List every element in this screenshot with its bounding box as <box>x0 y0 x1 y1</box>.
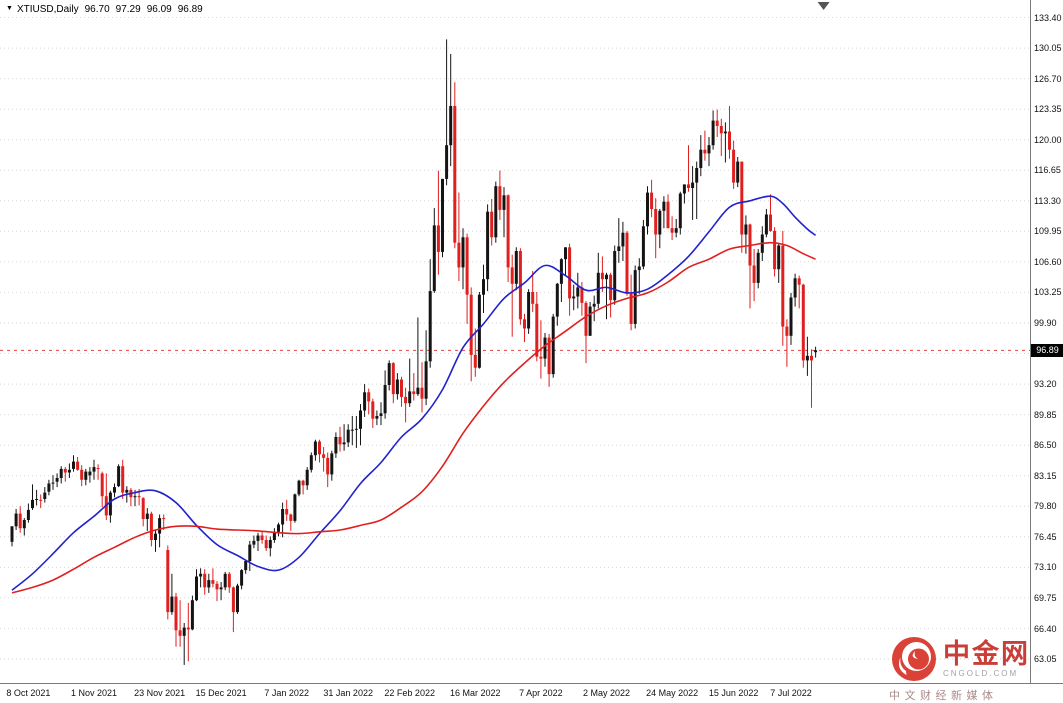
time-tick-label: 1 Nov 2021 <box>70 688 118 698</box>
price-tick-label: 109.95 <box>1034 226 1062 237</box>
price-tick-label: 133.40 <box>1034 12 1062 23</box>
time-tick-label: 7 Jul 2022 <box>770 688 812 698</box>
quote-low: 96.09 <box>146 4 172 15</box>
time-tick-label: 22 Feb 2022 <box>384 688 435 698</box>
price-tick-label: 79.80 <box>1034 501 1057 512</box>
price-tick-label: 120.00 <box>1034 134 1062 145</box>
ma-fast-blue <box>11 195 817 591</box>
chart-shift-icon <box>817 2 830 10</box>
symbol-timeframe-label: XTIUSD,Daily <box>16 4 79 15</box>
symbol-dropdown-icon[interactable]: ▼ <box>6 5 13 12</box>
time-tick-label: 23 Nov 2021 <box>134 688 186 698</box>
chart-quote-header: ▼ XTIUSD,Daily 96.70 97.29 96.09 96.89 <box>6 4 203 15</box>
price-tick-label: 130.05 <box>1034 43 1062 54</box>
chart-plot-area[interactable]: ▼ XTIUSD,Daily 96.70 97.29 96.09 96.89 <box>0 0 1030 683</box>
price-tick-label: 89.85 <box>1034 409 1057 420</box>
time-tick-label: 2 May 2022 <box>582 688 631 698</box>
price-tick-label: 99.90 <box>1034 318 1057 328</box>
candlestick-chart-canvas[interactable] <box>0 0 1030 683</box>
price-tick-label: 126.70 <box>1034 73 1062 84</box>
time-axis[interactable]: 8 Oct 2021 1 Nov 2021 23 Nov 2021 15 Dec 20… <box>0 683 1063 703</box>
price-tick-label: 66.40 <box>1034 623 1057 634</box>
price-axis[interactable]: 133.40 130.05 126.70 123.35 120.00 116.65 113.… <box>1030 0 1063 683</box>
price-tick-label: 123.35 <box>1034 104 1062 115</box>
time-tick-label: 15 Jun 2022 <box>708 688 759 698</box>
price-tick-label: 103.25 <box>1034 287 1062 298</box>
time-tick-label: 16 Mar 2022 <box>450 688 501 698</box>
price-tick-label: 93.20 <box>1034 379 1057 390</box>
time-tick-label: 31 Jan 2022 <box>323 688 373 698</box>
price-tick-label: 116.65 <box>1034 165 1061 176</box>
current-price-badge: 96.89 <box>1031 343 1063 357</box>
quote-high: 97.29 <box>115 4 141 15</box>
ma-slow-red <box>11 241 816 594</box>
price-tick-label: 83.15 <box>1034 470 1057 481</box>
price-tick-label: 69.75 <box>1034 592 1057 603</box>
quote-open: 96.70 <box>84 4 110 15</box>
quote-close: 96.89 <box>177 4 203 15</box>
time-tick-label: 15 Dec 2021 <box>195 688 247 698</box>
price-tick-label: 86.50 <box>1034 440 1057 451</box>
price-tick-label: 113.30 <box>1034 195 1061 206</box>
price-tick-label: 63.05 <box>1034 654 1057 664</box>
time-tick-label: 24 May 2022 <box>646 688 699 698</box>
time-tick-label: 8 Oct 2021 <box>6 688 51 698</box>
price-tick-label: 106.60 <box>1034 256 1062 267</box>
time-tick-label: 7 Jan 2022 <box>264 688 309 698</box>
price-tick-label: 76.45 <box>1034 531 1057 542</box>
price-tick-label: 73.10 <box>1034 562 1057 573</box>
time-tick-label: 7 Apr 2022 <box>519 688 563 698</box>
